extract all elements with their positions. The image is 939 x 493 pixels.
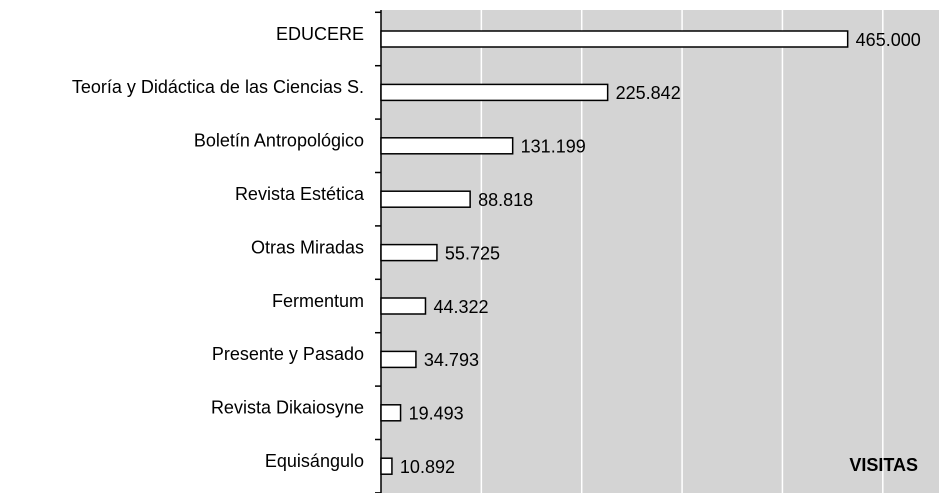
value-label: 34.793: [424, 350, 479, 370]
value-label: 88.818: [478, 190, 533, 210]
bar: [380, 30, 849, 48]
value-label: 44.322: [433, 297, 488, 317]
y-tick-label: Boletín Antropológico: [194, 131, 364, 151]
x-axis-label: VISITAS: [849, 455, 918, 475]
y-tick-label: Revista Dikaiosyne: [211, 398, 364, 418]
bar: [380, 457, 393, 475]
value-label: 55.725: [445, 243, 500, 263]
y-tick-label: Presente y Pasado: [212, 344, 364, 364]
y-tick-label: Equisángulo: [265, 451, 364, 471]
value-label: 225.842: [616, 83, 681, 103]
value-label: 465.000: [856, 30, 921, 50]
bar: [380, 350, 417, 369]
y-tick-label: EDUCERE: [276, 24, 364, 44]
y-tick-label: Fermentum: [272, 291, 364, 311]
bar: [380, 190, 471, 208]
y-tick-label: Otras Miradas: [251, 237, 364, 257]
value-label: 10.892: [400, 457, 455, 477]
bar: [380, 137, 514, 155]
y-tick-label: Revista Estética: [235, 184, 365, 204]
bar: [380, 243, 438, 262]
value-label: 131.199: [521, 137, 586, 157]
value-label: 19.493: [409, 404, 464, 424]
y-tick-label: Teoría y Didáctica de las Ciencias S.: [72, 77, 364, 97]
bar: [380, 83, 609, 102]
bar: [380, 404, 402, 422]
bar: [380, 297, 427, 315]
